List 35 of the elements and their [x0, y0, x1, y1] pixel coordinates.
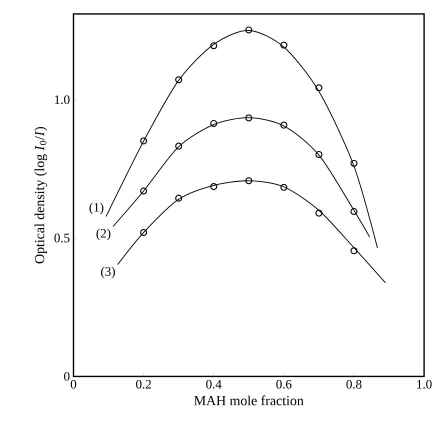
point — [245, 114, 252, 122]
point — [140, 228, 148, 236]
x-tick-label: 0.8 — [346, 380, 362, 389]
point — [140, 187, 148, 194]
point — [315, 210, 322, 217]
line-series — [117, 180, 386, 284]
point — [315, 84, 322, 92]
point — [245, 177, 252, 184]
point — [210, 120, 218, 127]
x-tick-label: 0.4 — [206, 380, 222, 389]
point — [210, 42, 218, 50]
point — [280, 122, 288, 129]
x-tick-label: 1.0 — [417, 380, 432, 389]
point — [280, 184, 288, 191]
x-tick-label: 0.6 — [276, 380, 292, 389]
point — [175, 142, 182, 150]
y-tick-label: 0.5 — [54, 234, 70, 242]
point — [175, 76, 182, 84]
series-label: (2) — [96, 228, 110, 240]
point — [175, 194, 182, 202]
point — [350, 208, 358, 215]
y-tick-label: 0 — [64, 372, 70, 381]
series-label: (1) — [89, 202, 104, 214]
series-label: (3) — [101, 266, 115, 278]
point — [315, 150, 322, 158]
point — [245, 26, 252, 34]
point — [280, 42, 288, 49]
x-tick-label: 0 — [70, 380, 76, 389]
point — [140, 137, 148, 144]
point — [210, 183, 218, 190]
y-tick-label: 1.0 — [55, 95, 70, 104]
point — [350, 160, 358, 167]
x-tick-label: 0.2 — [136, 380, 151, 389]
x-axis-title: MAH mole fraction — [194, 395, 304, 406]
point — [350, 247, 358, 254]
